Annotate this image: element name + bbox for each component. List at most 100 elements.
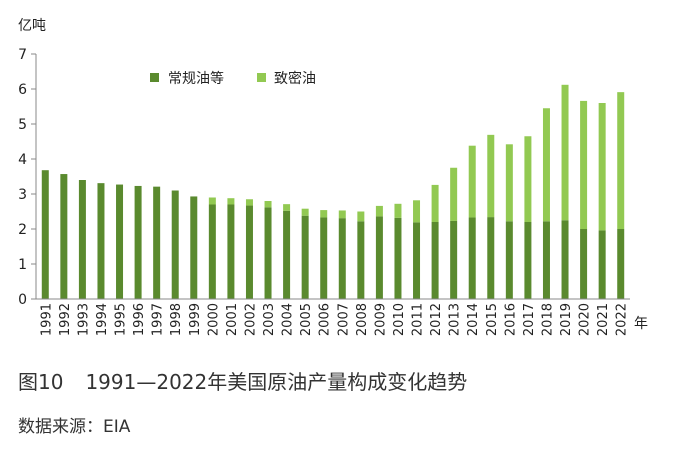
x-tick-label: 1996	[132, 303, 147, 336]
x-tick-label: 2004	[281, 303, 296, 336]
x-axis: 1991 1992 1993 1994 1995 1996 1997 1998 1999 2000…	[36, 298, 630, 336]
bar-conventional	[153, 186, 161, 299]
bar-tight-oil	[561, 84, 569, 221]
bar-tight-oil	[320, 210, 328, 218]
bar-tight-oil	[227, 198, 235, 205]
bars	[41, 84, 625, 299]
bar-tight-oil	[524, 136, 532, 222]
chart: 亿吨 0 1 2 3 4 5 6 7 1991 1992 1993 1994 1995 1996 1997…	[18, 18, 648, 336]
x-tick-label: 2016	[503, 303, 518, 336]
bar-tight-oil	[208, 197, 216, 205]
y-unit-label: 亿吨	[18, 18, 46, 34]
bar-conventional	[375, 216, 383, 299]
data-source: 数据来源：EIA	[18, 417, 131, 437]
bar-conventional	[431, 222, 439, 299]
x-tick-label: 2006	[318, 303, 333, 336]
bar-conventional	[227, 204, 235, 299]
bar-tight-oil	[468, 145, 476, 218]
bar-conventional	[338, 218, 346, 299]
bar-tight-oil	[487, 134, 495, 218]
bar-tight-oil	[264, 201, 272, 208]
x-tick-label: 2019	[559, 303, 574, 336]
y-tick-label: 2	[18, 222, 27, 238]
bar-tight-oil	[617, 92, 625, 230]
bar-conventional	[505, 221, 513, 299]
x-tick-label: 1995	[114, 303, 129, 336]
x-tick-label: 2000	[206, 303, 221, 336]
legend-label-conventional: 常规油等	[168, 70, 224, 87]
bar-tight-oil	[413, 200, 421, 223]
y-tick-label: 4	[18, 152, 27, 168]
x-tick-label: 2020	[578, 303, 593, 336]
bar-conventional	[190, 196, 198, 299]
bar-tight-oil	[505, 144, 513, 222]
bar-tight-oil	[245, 199, 253, 206]
legend-swatch-conventional	[150, 73, 159, 82]
x-tick-label: 2008	[355, 303, 370, 336]
x-tick-label: 1991	[39, 303, 54, 336]
bar-conventional	[524, 222, 532, 299]
bar-conventional	[394, 217, 402, 299]
bar-conventional	[320, 217, 328, 299]
bar-conventional	[468, 217, 476, 299]
x-tick-label: 2002	[243, 303, 258, 336]
x-tick-label: 1998	[169, 303, 184, 336]
bar-tight-oil	[283, 204, 291, 211]
bar-tight-oil	[394, 203, 402, 218]
bar-conventional	[264, 207, 272, 299]
bar-conventional	[41, 170, 49, 299]
bar-conventional	[542, 221, 550, 299]
x-tick-label: 2009	[373, 303, 388, 336]
bar-conventional	[116, 184, 124, 299]
bar-conventional	[301, 215, 309, 299]
x-tick-label: 2015	[485, 303, 500, 336]
x-tick-label: 2001	[225, 303, 240, 336]
bar-conventional	[60, 174, 68, 299]
x-tick-label: 2021	[596, 303, 611, 336]
y-axis: 0 1 2 3 4 5 6 7	[18, 47, 37, 308]
x-tick-label: 1994	[95, 303, 110, 336]
bar-conventional	[97, 183, 105, 299]
bar-tight-oil	[580, 100, 588, 230]
x-unit-label: 年	[634, 316, 648, 332]
x-tick-label: 2007	[336, 303, 351, 336]
bar-tight-oil	[375, 205, 383, 217]
x-tick-label: 2013	[448, 303, 463, 336]
bar-conventional	[617, 229, 625, 299]
bar-conventional	[283, 210, 291, 299]
x-tick-label: 2018	[540, 303, 555, 336]
x-tick-label: 2003	[262, 303, 277, 336]
x-tick-label: 2012	[429, 303, 444, 336]
bar-conventional	[357, 221, 365, 299]
y-tick-label: 7	[18, 47, 27, 63]
y-tick-label: 1	[18, 257, 27, 273]
x-tick-label: 2005	[299, 303, 314, 336]
bar-conventional	[598, 230, 606, 299]
bar-tight-oil	[357, 211, 365, 222]
bar-tight-oil	[431, 184, 439, 222]
legend-swatch-tight-oil	[257, 73, 266, 82]
bar-tight-oil	[598, 103, 606, 231]
legend-label-tight-oil: 致密油	[274, 70, 316, 87]
bar-tight-oil	[542, 108, 550, 222]
x-tick-label: 1999	[188, 303, 203, 336]
bar-tight-oil	[301, 208, 309, 216]
bar-conventional	[208, 204, 216, 299]
bar-conventional	[561, 220, 569, 299]
y-tick-label: 5	[18, 117, 27, 133]
bar-conventional	[487, 217, 495, 299]
figure-caption: 图10 1991—2022年美国原油产量构成变化趋势	[18, 366, 467, 395]
x-tick-label: 1997	[151, 303, 166, 336]
x-tick-label: 2017	[522, 303, 537, 336]
bar-conventional	[171, 190, 179, 299]
bar-conventional	[245, 205, 253, 299]
y-tick-label: 0	[18, 292, 27, 308]
x-tick-label: 2010	[392, 303, 407, 336]
x-tick-label: 1992	[58, 303, 73, 336]
bar-conventional	[450, 220, 458, 299]
x-tick-label: 2014	[466, 303, 481, 336]
legend: 常规油等 致密油	[150, 70, 316, 87]
bar-conventional	[580, 229, 588, 299]
x-tick-label: 2022	[615, 303, 630, 336]
x-tick-label: 1993	[76, 303, 91, 336]
